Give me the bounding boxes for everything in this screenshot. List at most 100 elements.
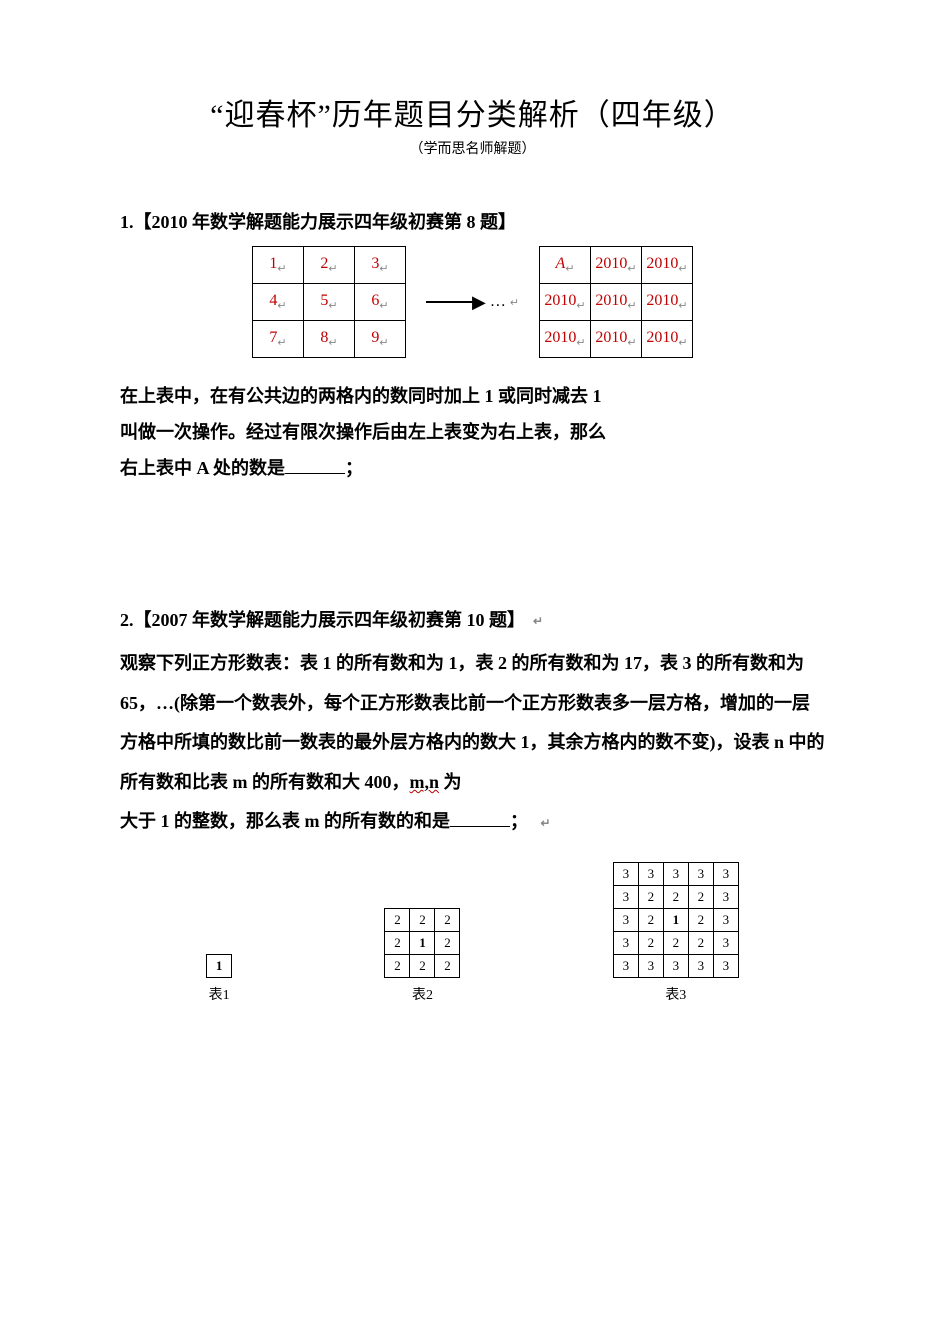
return-icon: ↵ (678, 263, 687, 275)
table-cell: 2010↵ (591, 321, 642, 358)
return-icon: ↵ (328, 300, 337, 312)
cell-value: A (556, 255, 566, 272)
table-cell: 2 (638, 908, 663, 931)
table-cell: 2↵ (303, 247, 354, 284)
return-icon: ↵ (277, 337, 286, 349)
cell-value: 2010 (544, 329, 576, 346)
return-icon: ↵ (678, 337, 687, 349)
cell-value: 2010 (646, 292, 678, 309)
table3: 3 3 3 3 3 3 2 2 2 3 3 2 1 2 (613, 862, 739, 978)
blank-fill (450, 808, 510, 827)
table-cell: 3 (613, 885, 638, 908)
table-cell: 3 (713, 885, 738, 908)
table-cell: 3 (613, 862, 638, 885)
table-cell: 1 (410, 931, 435, 954)
table-cell: 2 (410, 908, 435, 931)
return-icon: ↵ (379, 300, 388, 312)
ellipsis: … (490, 293, 506, 311)
return-icon: ↵ (576, 337, 585, 349)
cell-value: 2010 (544, 292, 576, 309)
return-icon: ↵ (678, 300, 687, 312)
return-icon: ↵ (627, 263, 636, 275)
return-icon: ↵ (277, 263, 286, 275)
table-cell: 2 (688, 931, 713, 954)
return-icon: ↵ (627, 337, 636, 349)
table3-col: 3 3 3 3 3 3 2 2 2 3 3 2 1 2 (613, 862, 739, 1004)
table-cell: 3 (638, 954, 663, 977)
table-cell: 2 (638, 885, 663, 908)
problem1-line3-prefix: 右上表中 A 处的数是 (120, 458, 285, 478)
table-cell: 5↵ (303, 284, 354, 321)
table-cell: 1 (663, 908, 688, 931)
return-icon: ↵ (533, 614, 543, 628)
problem2-heading: 2.【2007 年数学解题能力展示四年级初赛第 10 题】 ↵ (120, 606, 825, 632)
table3-label: 表3 (665, 984, 686, 1004)
table-cell: 2 (435, 954, 460, 977)
table-cell: 2 (663, 885, 688, 908)
return-icon: ↵ (328, 263, 337, 275)
return-icon: ↵ (328, 337, 337, 349)
table-cell: 2 (385, 954, 410, 977)
table-cell: 3 (613, 931, 638, 954)
table1-col: 1 表1 (206, 954, 232, 1004)
page-subtitle: （学而思名师解题） (120, 138, 825, 158)
table-cell: 2 (385, 931, 410, 954)
problem1-tables: 1↵ 2↵ 3↵ 4↵ 5↵ 6↵ 7↵ 8↵ 9↵ ▶ … ↵ A↵ 20 (120, 246, 825, 358)
table-cell: 9↵ (354, 321, 405, 358)
page: “迎春杯”历年题目分类解析（四年级） （学而思名师解题） 1.【2010 年数学… (0, 0, 945, 1337)
table-cell: 2010↵ (540, 321, 591, 358)
problem1-line3-suffix: ； (345, 458, 363, 478)
problem2-tail2: 大于 1 的整数，那么表 m 的所有数的和是 (120, 811, 450, 831)
problem1-heading: 1.【2010 年数学解题能力展示四年级初赛第 8 题】 (120, 208, 825, 234)
table-cell: 6↵ (354, 284, 405, 321)
return-icon: ↵ (576, 300, 585, 312)
return-icon: ↵ (510, 296, 519, 309)
mn-variable: m,n (410, 772, 440, 792)
blank-fill (285, 455, 345, 474)
return-icon: ↵ (565, 263, 574, 275)
table-cell: 2010↵ (591, 247, 642, 284)
return-icon: ↵ (541, 816, 551, 830)
problem2-heading-text: 2.【2007 年数学解题能力展示四年级初赛第 10 题】 (120, 610, 525, 630)
table-cell: 3 (688, 862, 713, 885)
table2: 2 2 2 2 1 2 2 2 2 (384, 908, 460, 978)
table-cell: 2 (663, 931, 688, 954)
return-icon: ↵ (277, 300, 286, 312)
table2-label: 表2 (412, 984, 433, 1004)
return-icon: ↵ (379, 263, 388, 275)
table-cell: 3 (713, 908, 738, 931)
table-cell: 2010↵ (642, 321, 693, 358)
cell-value: 2010 (595, 255, 627, 272)
return-icon: ↵ (379, 337, 388, 349)
table-cell: 8↵ (303, 321, 354, 358)
page-title: “迎春杯”历年题目分类解析（四年级） (120, 90, 825, 134)
table-cell: 3 (638, 862, 663, 885)
table-cell: 2 (435, 931, 460, 954)
table-cell: 3 (688, 954, 713, 977)
table-cell: 2010↵ (642, 247, 693, 284)
problem1-body: 在上表中，在有公共边的两格内的数同时加上 1 或同时减去 1 叫做一次操作。经过… (120, 378, 825, 486)
table-cell: 2010↵ (642, 284, 693, 321)
problem2-para: 观察下列正方形数表：表 1 的所有数和为 1，表 2 的所有数和为 17，表 3… (120, 653, 825, 792)
problem1-line2: 叫做一次操作。经过有限次操作后由左上表变为右上表，那么 (120, 422, 606, 442)
cell-value: 2010 (595, 329, 627, 346)
table-cell: A↵ (540, 247, 591, 284)
table-cell: 2 (435, 908, 460, 931)
table-cell: 3 (713, 931, 738, 954)
table-cell: 4↵ (252, 284, 303, 321)
table-cell: 2010↵ (540, 284, 591, 321)
table-cell: 3 (663, 862, 688, 885)
table1-label: 表1 (209, 984, 230, 1004)
problem1-left-grid: 1↵ 2↵ 3↵ 4↵ 5↵ 6↵ 7↵ 8↵ 9↵ (252, 246, 406, 358)
table-cell: 1 (207, 954, 232, 977)
table-cell: 7↵ (252, 321, 303, 358)
return-icon: ↵ (627, 300, 636, 312)
table-cell: 3 (613, 954, 638, 977)
arrow-icon: ▶ … ↵ (426, 292, 519, 313)
table-cell: 1↵ (252, 247, 303, 284)
table-cell: 2 (638, 931, 663, 954)
table-cell: 2010↵ (591, 284, 642, 321)
problem2-tail1: 为 (439, 772, 462, 792)
table-cell: 3 (663, 954, 688, 977)
problem1-right-grid: A↵ 2010↵ 2010↵ 2010↵ 2010↵ 2010↵ 2010↵ 2… (539, 246, 693, 358)
